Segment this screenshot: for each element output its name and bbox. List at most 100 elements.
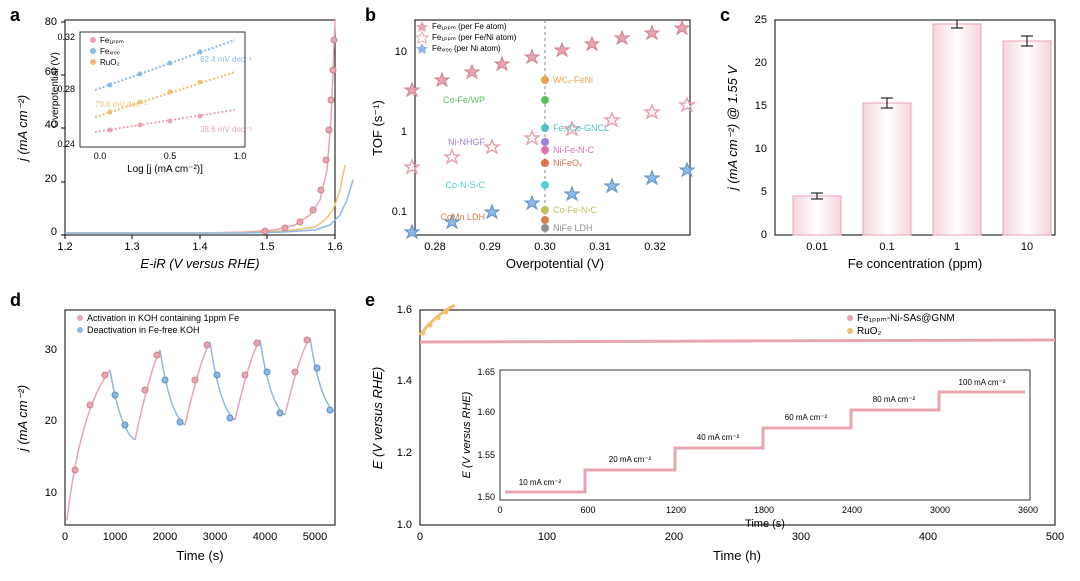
svg-text:40 mA cm⁻²: 40 mA cm⁻² (697, 433, 740, 442)
svg-text:20 mA cm⁻²: 20 mA cm⁻² (609, 455, 652, 464)
svg-text:4000: 4000 (253, 531, 277, 543)
panel-a-label: a (10, 5, 20, 26)
x-axis-label: Time (h) (713, 548, 761, 563)
svg-text:300: 300 (792, 531, 810, 543)
svg-text:Deactivation in Fe-free KOH: Deactivation in Fe-free KOH (87, 325, 200, 335)
svg-text:Fe₂/Co-GNCL: Fe₂/Co-GNCL (553, 123, 609, 133)
svg-text:1.60: 1.60 (477, 407, 495, 417)
svg-text:0.29: 0.29 (479, 241, 500, 253)
svg-text:80: 80 (45, 16, 57, 28)
svg-text:0.1: 0.1 (879, 241, 894, 253)
svg-text:2000: 2000 (153, 531, 177, 543)
svg-text:Feₓᵣₑₑ: Feₓᵣₑₑ (100, 47, 120, 56)
svg-text:1.6: 1.6 (327, 241, 342, 253)
svg-text:0: 0 (417, 531, 423, 543)
svg-text:5: 5 (761, 186, 767, 198)
panel-b: b 0.1 1 10 0.28 0.29 0.30 0.31 0.32 Over… (365, 5, 705, 275)
svg-text:5000: 5000 (303, 531, 327, 543)
panel-e-legend: Fe₁ₚₚₘ-Ni-SAs@GNM RuO₂ (847, 313, 955, 337)
svg-text:0.28: 0.28 (424, 241, 445, 253)
fe1ppm-feni-series (405, 98, 694, 173)
svg-text:80 mA cm⁻²: 80 mA cm⁻² (873, 395, 916, 404)
x-axis-label: Fe concentration (ppm) (848, 256, 982, 271)
svg-text:62.4 mV dec⁻¹: 62.4 mV dec⁻¹ (200, 55, 252, 64)
panel-a: a 0 20 40 60 80 1.2 1.3 1.4 1.5 (10, 5, 350, 275)
svg-text:WCₓ-FeNi: WCₓ-FeNi (553, 75, 593, 85)
cycle-markers (72, 337, 333, 473)
svg-text:1.2: 1.2 (57, 241, 72, 253)
svg-text:Log [j (mA cm⁻²)]: Log [j (mA cm⁻²)] (127, 164, 203, 175)
svg-text:10: 10 (395, 46, 407, 58)
svg-text:0.24: 0.24 (57, 139, 75, 149)
svg-text:1.3: 1.3 (124, 241, 139, 253)
y-axis-label: TOF (s⁻¹) (370, 100, 385, 156)
svg-text:1: 1 (954, 241, 960, 253)
svg-text:Time (s): Time (s) (745, 518, 785, 530)
x-axis-label: E-iR (V versus RHE) (140, 256, 259, 271)
svg-text:0.31: 0.31 (589, 241, 610, 253)
svg-text:0.01: 0.01 (806, 241, 827, 253)
svg-text:3000: 3000 (203, 531, 227, 543)
panel-c: c 0 5 10 15 20 25 Fe concentration (ppm)… (720, 5, 1070, 275)
svg-text:1.6: 1.6 (397, 304, 412, 316)
svg-text:Co-Fe/WP: Co-Fe/WP (443, 95, 485, 105)
svg-text:CoMn LDH: CoMn LDH (440, 212, 485, 222)
y-axis-label: j (mA cm⁻²) @ 1.55 V (725, 65, 740, 193)
svg-text:Ni-NHGF: Ni-NHGF (448, 137, 485, 147)
svg-text:0.30: 0.30 (534, 241, 555, 253)
bars (793, 20, 1051, 235)
svg-text:3600: 3600 (1018, 505, 1038, 515)
svg-text:1200: 1200 (666, 505, 686, 515)
svg-text:Co-Fe-N-C: Co-Fe-N-C (553, 205, 597, 215)
svg-text:3000: 3000 (930, 505, 950, 515)
panel-b-legend: Fe₁ₚₚₘ (per Fe atom) Fe₁ₚₚₘ (per Fe/Ni a… (416, 21, 517, 54)
svg-text:30: 30 (45, 344, 57, 356)
svg-text:0.5: 0.5 (164, 151, 177, 161)
svg-text:Co-N-S-C: Co-N-S-C (446, 180, 486, 190)
svg-text:RuO₂: RuO₂ (100, 58, 120, 67)
svg-text:1.50: 1.50 (477, 492, 495, 502)
svg-text:0.32: 0.32 (57, 32, 75, 42)
svg-text:1800: 1800 (754, 505, 774, 515)
y-axis-label: j (mA cm⁻²) (15, 95, 30, 163)
svg-text:Fe₁ₚₚₘ: Fe₁ₚₚₘ (100, 36, 124, 45)
panel-d-legend: Activation in KOH containing 1ppm Fe Dea… (77, 313, 239, 335)
svg-text:Feₓᵣₑₑ (per Ni atom): Feₓᵣₑₑ (per Ni atom) (432, 44, 501, 53)
fe1ppm-markers (262, 37, 337, 234)
reference-points: WCₓ-FeNi Co-Fe/WP Fe₂/Co-GNCL Ni-NHGF Ni… (440, 75, 609, 233)
svg-text:RuO₂: RuO₂ (857, 326, 882, 337)
svg-text:1.0: 1.0 (234, 151, 247, 161)
svg-text:200: 200 (665, 531, 683, 543)
svg-text:0.1: 0.1 (392, 206, 407, 218)
svg-text:NiFeOₓ: NiFeOₓ (553, 158, 582, 168)
svg-text:10: 10 (45, 487, 57, 499)
panel-c-label: c (720, 5, 730, 26)
svg-text:38.6 mV dec⁻¹: 38.6 mV dec⁻¹ (200, 125, 252, 134)
svg-text:1.55: 1.55 (477, 450, 495, 460)
svg-text:20: 20 (45, 415, 57, 427)
svg-text:0: 0 (761, 229, 767, 241)
fefree-series (405, 163, 694, 238)
svg-text:E (V versus RHE): E (V versus RHE) (461, 391, 473, 478)
svg-text:0: 0 (62, 531, 68, 543)
fefree-curve (65, 180, 353, 233)
panel-d-chart: 10 20 30 0 1000 2000 3000 4000 5000 Time… (10, 290, 350, 570)
svg-text:1.4: 1.4 (397, 375, 412, 387)
svg-text:Fe₁ₚₚₘ (per Fe/Ni atom): Fe₁ₚₚₘ (per Fe/Ni atom) (432, 33, 517, 42)
panel-a-inset: 0.24 0.28 0.32 0.0 0.5 1.0 Log [j (mA cm… (50, 32, 252, 175)
svg-text:10 mA cm⁻²: 10 mA cm⁻² (519, 478, 562, 487)
svg-text:0: 0 (497, 505, 502, 515)
svg-text:1.2: 1.2 (397, 447, 412, 459)
x-axis-label: Time (s) (176, 548, 223, 563)
panel-e: e 1.0 1.2 1.4 1.6 0 100 200 300 400 500 … (365, 290, 1070, 570)
svg-text:1.5: 1.5 (259, 241, 274, 253)
svg-text:20: 20 (755, 57, 767, 69)
svg-text:1.65: 1.65 (477, 367, 495, 377)
svg-text:1: 1 (401, 126, 407, 138)
svg-text:1.0: 1.0 (397, 519, 412, 531)
svg-text:Fe₁ₚₚₘ (per Fe atom): Fe₁ₚₚₘ (per Fe atom) (432, 22, 507, 31)
svg-text:100: 100 (538, 531, 556, 543)
x-axis-label: Overpotential (V) (506, 256, 604, 271)
inset-legend: Fe₁ₚₚₘ Feₓᵣₑₑ RuO₂ (90, 36, 124, 67)
svg-text:0.0: 0.0 (94, 151, 107, 161)
